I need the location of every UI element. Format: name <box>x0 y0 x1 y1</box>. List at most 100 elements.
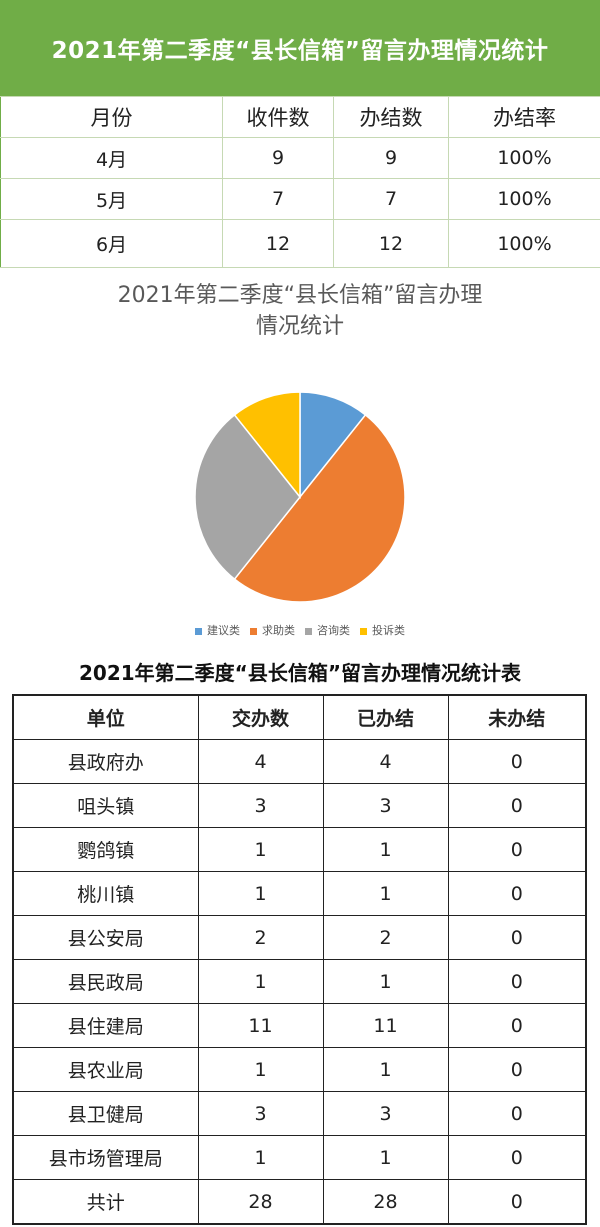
assigned-cell: 28 <box>197 1179 324 1225</box>
pie-slice-3 <box>194 413 301 581</box>
table-row: 咀头镇 3 3 0 <box>12 783 587 828</box>
assigned-cell: 11 <box>197 1003 324 1048</box>
assigned-cell: 4 <box>197 739 324 784</box>
rate-cell: 100% <box>448 137 600 179</box>
table-row: 县公安局 2 2 0 <box>12 915 587 960</box>
pending-cell: 0 <box>447 959 587 1004</box>
unit-cell: 县市场管理局 <box>12 1135 199 1180</box>
assigned-cell: 1 <box>197 871 324 916</box>
unit-cell: 县卫健局 <box>12 1091 199 1136</box>
legend-label: 咨询类 <box>317 624 350 637</box>
assigned-cell: 1 <box>197 827 324 872</box>
rate-cell: 100% <box>448 219 600 268</box>
bottom-table-title: 2021年第二季度“县长信箱”留言办理情况统计表 <box>79 661 521 685</box>
legend-swatch <box>360 627 367 635</box>
completed-cell: 3 <box>322 1091 449 1136</box>
column-header: 单位 <box>12 694 199 740</box>
pending-cell: 0 <box>447 1179 587 1225</box>
month-cell: 5月 <box>0 178 223 220</box>
completed-cell: 1 <box>322 1135 449 1180</box>
table-row: 共计 28 28 0 <box>12 1179 587 1225</box>
pending-cell: 0 <box>447 1047 587 1092</box>
completed-cell: 3 <box>322 783 449 828</box>
column-header: 月份 <box>0 96 223 138</box>
unit-cell: 县政府办 <box>12 739 199 784</box>
table-row: 4月 9 9 100% <box>0 137 600 179</box>
completed-cell: 1 <box>322 827 449 872</box>
pending-cell: 0 <box>447 1135 587 1180</box>
table-row: 县住建局 11 11 0 <box>12 1003 587 1048</box>
legend-swatch <box>250 627 257 635</box>
table-row: 桃川镇 1 1 0 <box>12 871 587 916</box>
received-cell: 12 <box>222 219 334 268</box>
column-header: 办结数 <box>333 96 449 138</box>
pending-cell: 0 <box>447 827 587 872</box>
table-row: 县政府办 4 4 0 <box>12 739 587 784</box>
column-header: 未办结 <box>447 694 587 740</box>
pie-slice-1 <box>299 391 367 500</box>
completed-cell: 1 <box>322 1047 449 1092</box>
chart-title: 2021年第二季度“县长信箱”留言办理 情况统计 <box>0 280 600 342</box>
unit-cell: 县公安局 <box>12 915 199 960</box>
completed-cell: 1 <box>322 959 449 1004</box>
table-row: 5月 7 7 100% <box>0 178 600 220</box>
table-row: 鹦鸽镇 1 1 0 <box>12 827 587 872</box>
pie-chart-svg <box>194 391 406 603</box>
legend-swatch <box>305 627 312 635</box>
pending-cell: 0 <box>447 739 587 784</box>
pending-cell: 0 <box>447 783 587 828</box>
pending-cell: 0 <box>447 871 587 916</box>
completed-cell: 2 <box>322 915 449 960</box>
table-header-row: 单位 交办数 已办结 未办结 <box>12 694 587 740</box>
pie-chart: 2021年第二季度“县长信箱”留言办理 情况统计 建议类 求助类 咨询类 投诉类 <box>0 268 600 653</box>
chart-legend: 建议类 求助类 咨询类 投诉类 <box>0 622 600 638</box>
received-cell: 7 <box>222 178 334 220</box>
legend-swatch <box>195 627 202 635</box>
chart-title-line-2: 情况统计 <box>255 314 344 339</box>
legend-label: 建议类 <box>207 624 240 637</box>
column-header: 收件数 <box>222 96 334 138</box>
table-row: 县市场管理局 1 1 0 <box>12 1135 587 1180</box>
column-header: 办结率 <box>448 96 600 138</box>
assigned-cell: 1 <box>197 959 324 1004</box>
month-cell: 6月 <box>0 219 223 268</box>
unit-cell: 县农业局 <box>12 1047 199 1092</box>
unit-cell: 县民政局 <box>12 959 199 1004</box>
completed-cell: 1 <box>322 871 449 916</box>
unit-cell: 咀头镇 <box>12 783 199 828</box>
rate-cell: 100% <box>448 178 600 220</box>
table-row: 县卫健局 3 3 0 <box>12 1091 587 1136</box>
pending-cell: 0 <box>447 1091 587 1136</box>
table-header-row: 月份 收件数 办结数 办结率 <box>0 96 600 138</box>
legend-label: 投诉类 <box>372 624 405 637</box>
top-table-title: 2021年第二季度“县长信箱”留言办理情况统计 <box>0 0 600 96</box>
pie-slice-2 <box>233 413 406 603</box>
month-cell: 4月 <box>0 137 223 179</box>
assigned-cell: 3 <box>197 1091 324 1136</box>
table-row: 县民政局 1 1 0 <box>12 959 587 1004</box>
completed-cell: 4 <box>322 739 449 784</box>
table-row: 县农业局 1 1 0 <box>12 1047 587 1092</box>
pending-cell: 0 <box>447 915 587 960</box>
pie-slice-4 <box>233 391 301 500</box>
completed-cell: 28 <box>322 1179 449 1225</box>
legend-item: 建议类 <box>195 622 240 638</box>
legend-item: 投诉类 <box>360 622 405 638</box>
chart-title-line-1: 2021年第二季度“县长信箱”留言办理 <box>117 283 483 308</box>
monthly-summary-table: 月份 收件数 办结数 办结率 4月 9 9 100% 5月 7 7 100% 6… <box>0 96 600 268</box>
received-cell: 9 <box>222 137 334 179</box>
unit-cell: 县住建局 <box>12 1003 199 1048</box>
completed-cell: 12 <box>333 219 449 268</box>
column-header: 交办数 <box>197 694 324 740</box>
pending-cell: 0 <box>447 1003 587 1048</box>
unit-cell: 桃川镇 <box>12 871 199 916</box>
legend-item: 咨询类 <box>305 622 350 638</box>
completed-cell: 11 <box>322 1003 449 1048</box>
assigned-cell: 2 <box>197 915 324 960</box>
column-header: 已办结 <box>322 694 449 740</box>
assigned-cell: 1 <box>197 1135 324 1180</box>
completed-cell: 7 <box>333 178 449 220</box>
legend-item: 求助类 <box>250 622 295 638</box>
table-row: 6月 12 12 100% <box>0 219 600 268</box>
assigned-cell: 1 <box>197 1047 324 1092</box>
